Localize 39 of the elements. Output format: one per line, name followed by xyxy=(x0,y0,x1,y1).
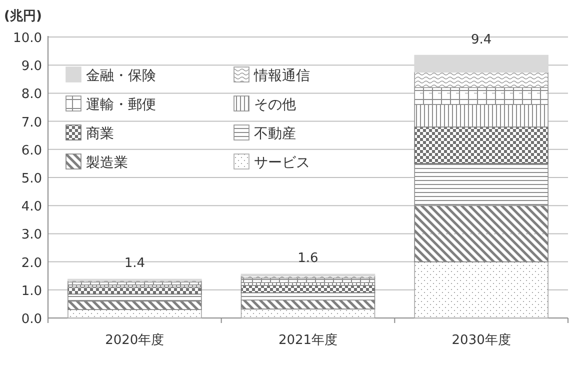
y-tick-label: 0.0 xyxy=(21,312,42,327)
y-tick-label: 10.0 xyxy=(13,31,42,46)
y-tick-label: 4.0 xyxy=(21,200,42,215)
legend-label: その他 xyxy=(254,97,296,113)
bar xyxy=(68,309,202,318)
bar xyxy=(414,126,548,164)
x-tick-label: 2030年度 xyxy=(452,332,511,348)
total-label: 9.4 xyxy=(470,32,492,48)
bar xyxy=(68,300,202,310)
y-tick-label: 8.0 xyxy=(21,87,42,102)
y-tick-label: 6.0 xyxy=(21,143,42,158)
legend-label: 金融・保険 xyxy=(86,68,156,84)
y-tick-label: 3.0 xyxy=(21,228,42,243)
legend-label: 商業 xyxy=(86,126,114,142)
y-axis-title: (兆円) xyxy=(4,9,42,24)
x-tick-label: 2020年度 xyxy=(105,332,164,348)
x-tick-label: 2021年度 xyxy=(278,332,338,348)
bar xyxy=(414,205,548,262)
bar xyxy=(240,300,376,310)
bar xyxy=(414,54,548,73)
legend-label: 情報通信 xyxy=(253,68,310,84)
legend-label: 製造業 xyxy=(86,155,128,171)
bar xyxy=(414,261,548,318)
total-label: 1.4 xyxy=(124,256,146,272)
total-label: 1.6 xyxy=(298,251,318,266)
legend-label: 運輸・郵便 xyxy=(86,97,156,113)
y-tick-label: 5.0 xyxy=(21,172,42,186)
y-tick-label: 2.0 xyxy=(21,256,42,271)
bar xyxy=(68,286,202,295)
bar xyxy=(414,163,548,206)
y-tick-label: 7.0 xyxy=(21,115,42,130)
y-tick-label: 9.0 xyxy=(21,59,42,74)
bar xyxy=(414,72,548,88)
bar xyxy=(240,292,376,300)
y-tick-label: 1.0 xyxy=(21,284,42,299)
legend-label: 不動産 xyxy=(254,126,296,142)
legend-label: サービス xyxy=(254,155,310,171)
bar xyxy=(240,308,376,318)
bar xyxy=(68,294,202,302)
